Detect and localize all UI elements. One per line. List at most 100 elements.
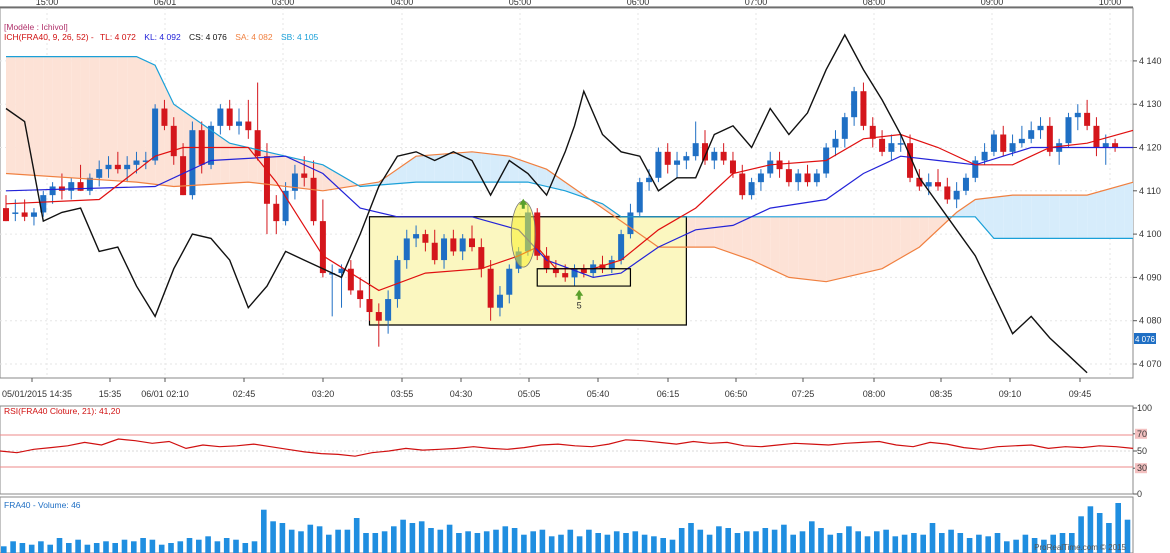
volume-bar <box>651 536 657 553</box>
volume-bar <box>279 523 286 553</box>
cloud-segment <box>99 56 109 181</box>
candle-body <box>785 169 792 183</box>
candle-body <box>506 268 513 295</box>
volume-bar <box>920 534 926 553</box>
cloud-segment <box>938 216 948 230</box>
candle-body <box>487 268 494 308</box>
bottom-axis-label: 08:00 <box>863 389 886 399</box>
top-axis-label: 06/01 <box>154 0 177 7</box>
volume-bar <box>84 544 91 553</box>
candle-body <box>1112 143 1119 148</box>
candle <box>1084 99 1091 131</box>
candle <box>1037 117 1044 139</box>
candle-body <box>888 143 895 152</box>
rsi-panel-frame <box>0 405 1134 495</box>
bottom-axis-label: 05:05 <box>518 389 541 399</box>
candle-body <box>208 125 215 165</box>
volume-bar <box>298 531 304 553</box>
candle <box>96 160 103 187</box>
cloud-segment <box>52 56 62 178</box>
cloud-segment <box>537 165 547 187</box>
candle <box>245 99 252 139</box>
cloud-segment <box>732 216 743 257</box>
volume-bar <box>521 534 527 553</box>
candle <box>301 156 308 187</box>
volume-panel: FRA40 - Volume: 46 ProRealTime.com © 201… <box>0 496 1134 553</box>
candle-body <box>21 212 28 217</box>
candle-body <box>282 190 289 222</box>
cloud-segment <box>714 216 724 251</box>
price-label: 4 130 <box>1139 99 1162 109</box>
cloud-segment <box>71 56 81 179</box>
cloud-segment <box>406 156 417 183</box>
candle <box>273 195 280 235</box>
candle <box>962 173 969 196</box>
cloud-segment <box>117 56 128 182</box>
candle-body <box>469 238 475 248</box>
cloud-segment <box>509 156 519 183</box>
legend-tl: TL: 4 072 <box>100 32 136 42</box>
candle-body <box>496 294 503 308</box>
candle-body <box>534 212 541 256</box>
candle <box>86 173 93 196</box>
candle-body <box>385 299 392 321</box>
candle-body <box>12 212 19 214</box>
candle-body <box>478 247 485 269</box>
candle <box>720 143 727 165</box>
candle <box>208 121 215 170</box>
candle-body <box>552 268 559 274</box>
chikou-span-line <box>5 33 1088 374</box>
current-price-badge <box>1134 333 1156 344</box>
cloud-segment <box>602 203 612 215</box>
candle <box>944 177 951 204</box>
volume-bar <box>678 528 685 553</box>
candle-body <box>739 173 746 196</box>
volume-bar <box>548 536 555 553</box>
volume-bar <box>911 533 917 553</box>
candle <box>981 143 988 165</box>
volume-bar <box>966 538 973 553</box>
volume-bar <box>28 544 35 553</box>
candle <box>674 151 681 178</box>
up-arrow-icon <box>519 198 528 209</box>
cloud-segment <box>742 216 752 261</box>
volume-bar <box>567 529 574 553</box>
candle-body <box>608 260 615 269</box>
candle <box>189 121 196 200</box>
candle <box>403 229 410 269</box>
candle <box>785 160 792 187</box>
volume-bar <box>892 536 899 553</box>
volume-bar <box>771 529 778 553</box>
volume-bar <box>381 531 388 553</box>
rsi-axis-label: 50 <box>1137 446 1147 456</box>
cloud-segment <box>975 198 985 228</box>
cloud-segment <box>798 216 808 280</box>
candle <box>459 234 466 261</box>
volume-bar <box>539 529 546 553</box>
bottom-axis-label: 06:15 <box>657 389 680 399</box>
volume-bar <box>1106 523 1112 553</box>
candle <box>385 290 392 334</box>
bottom-axis-label: 08:35 <box>930 389 953 399</box>
volume-bar <box>790 534 796 553</box>
volume-bar <box>270 521 276 553</box>
candle-body <box>860 91 867 126</box>
price-label: 4 070 <box>1139 359 1162 369</box>
candle-body <box>618 234 625 261</box>
candle <box>422 229 429 252</box>
volume-bar <box>158 544 165 553</box>
cloud-segment <box>1068 195 1078 239</box>
candle <box>888 134 895 161</box>
volume-bar <box>131 541 137 553</box>
candle <box>776 151 783 178</box>
cloud-segment <box>416 155 426 183</box>
bottom-axis-label: 07:25 <box>792 389 815 399</box>
volume-bar <box>19 543 26 553</box>
cloud-segment <box>993 196 1004 239</box>
price-label: 4 100 <box>1139 229 1162 239</box>
volume-bar <box>530 531 536 553</box>
volume-bar <box>586 529 592 553</box>
candle <box>897 134 904 152</box>
volume-bar <box>140 538 146 553</box>
candle-body <box>702 143 708 161</box>
